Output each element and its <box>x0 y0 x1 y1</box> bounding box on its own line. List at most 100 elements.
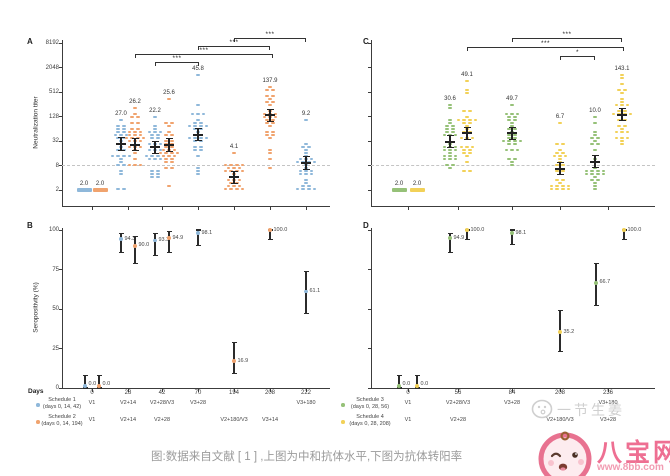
data-point <box>415 384 419 388</box>
scatter-point <box>150 173 154 175</box>
scatter-point <box>268 152 272 154</box>
value-label: 0.0 <box>88 380 97 387</box>
scatter-point <box>144 155 148 157</box>
scatter-point <box>147 158 151 160</box>
x-axis-tick <box>607 207 609 210</box>
scatter-point <box>617 125 621 127</box>
y-axis-tick-label: 75 <box>52 266 59 273</box>
mean-error-cap <box>230 182 238 184</box>
significance-bracket <box>467 47 624 48</box>
scatter-point <box>268 149 272 151</box>
scatter-point <box>445 131 449 133</box>
ci-cap <box>557 310 563 312</box>
figure-caption: 图:数据来自文献 [ 1 ] ,上图为中和抗体水平,下图为抗体转阳率 <box>151 451 463 463</box>
mean-line <box>617 113 627 116</box>
gmt-label: 49.7 <box>506 96 518 102</box>
x-axis-tick <box>511 207 513 210</box>
value-label: 100.0 <box>273 226 288 233</box>
scatter-point <box>196 74 200 76</box>
day-tick-label: 222 <box>300 389 312 396</box>
significance-label: *** <box>265 30 275 38</box>
scatter-point <box>620 131 624 133</box>
scatter-point <box>602 173 606 175</box>
scatter-point <box>590 137 594 139</box>
scatter-point <box>507 137 511 139</box>
y-axis-tick <box>368 140 371 142</box>
scatter-point <box>159 149 163 151</box>
scatter-point <box>561 188 565 190</box>
ci-cap <box>118 251 124 253</box>
scatter-point <box>620 140 624 142</box>
scatter-point <box>555 170 559 172</box>
mean-error-cap <box>508 126 516 128</box>
gmt-label: 9.2 <box>301 111 311 117</box>
scatter-point <box>507 128 511 130</box>
scatter-point <box>223 164 227 166</box>
ginger-watermark-face-icon <box>531 399 553 419</box>
y-axis-tick <box>59 229 62 231</box>
ci-cap <box>195 229 201 231</box>
scatter-point <box>133 113 137 115</box>
legend-schedule-name: Schedule 1 (days 0, 14, 42) <box>42 397 82 411</box>
significance-bracket <box>560 56 595 57</box>
scatter-point <box>196 167 200 169</box>
significance-label: *** <box>172 54 182 62</box>
significance-bracket-end <box>512 38 513 42</box>
ci-cap <box>132 235 138 237</box>
day-tick-label: 56 <box>454 389 462 396</box>
data-point <box>510 231 514 235</box>
scatter-point <box>170 134 174 136</box>
legend-schedule-name: Schedule 2 (days 0, 14, 194) <box>41 414 83 428</box>
ci-cap <box>447 251 453 253</box>
y-axis-line <box>62 228 63 388</box>
scatter-point <box>241 164 245 166</box>
scatter-point <box>164 152 168 154</box>
scatter-point <box>614 137 618 139</box>
scatter-point <box>139 164 143 166</box>
scatter-point <box>513 119 517 121</box>
scatter-point <box>555 152 559 154</box>
mean-error-cap <box>194 140 202 142</box>
ci-whisker <box>449 233 451 253</box>
legend-schedule-name: Schedule 3 (days 0, 28, 56) <box>350 397 390 411</box>
scatter-point <box>448 167 452 169</box>
scatter-point <box>156 176 160 178</box>
scatter-point <box>513 116 517 118</box>
panel-a-letter: A <box>27 37 33 46</box>
scatter-point <box>465 125 469 127</box>
y-axis-line <box>371 228 372 388</box>
data-point <box>465 228 469 232</box>
scatter-point <box>133 164 137 166</box>
mean-error-cap <box>446 147 454 149</box>
scatter-point <box>513 140 517 142</box>
scatter-point <box>164 146 168 148</box>
scatter-point <box>187 125 191 127</box>
scatter-point <box>442 158 446 160</box>
scatter-point <box>298 170 302 172</box>
scatter-point <box>468 152 472 154</box>
mean-line <box>507 132 517 135</box>
legend-cell: V2+14 <box>119 417 137 423</box>
babyweb-logo-url: www.8bb.com <box>597 462 664 473</box>
y-axis-tick <box>368 116 371 117</box>
scatter-point <box>196 170 200 172</box>
data-point <box>304 289 308 294</box>
scatter-point <box>623 119 627 121</box>
day-tick-label: 208 <box>264 389 276 396</box>
value-label: 0.0 <box>402 380 411 387</box>
scatter-point <box>501 140 505 142</box>
scatter-point <box>620 92 624 94</box>
scatter-point <box>307 161 311 163</box>
value-label: 100.0 <box>627 226 642 233</box>
scatter-point <box>116 125 120 127</box>
scatter-point <box>507 134 511 136</box>
scatter-point <box>271 119 275 121</box>
mean-line <box>116 143 126 145</box>
scatter-point <box>567 188 571 190</box>
scatter-point <box>122 131 126 133</box>
scatter-point <box>196 113 200 115</box>
scatter-point <box>462 152 466 154</box>
scatter-point <box>462 119 466 121</box>
scatter-point <box>133 107 137 109</box>
x-axis-tick <box>233 389 235 392</box>
